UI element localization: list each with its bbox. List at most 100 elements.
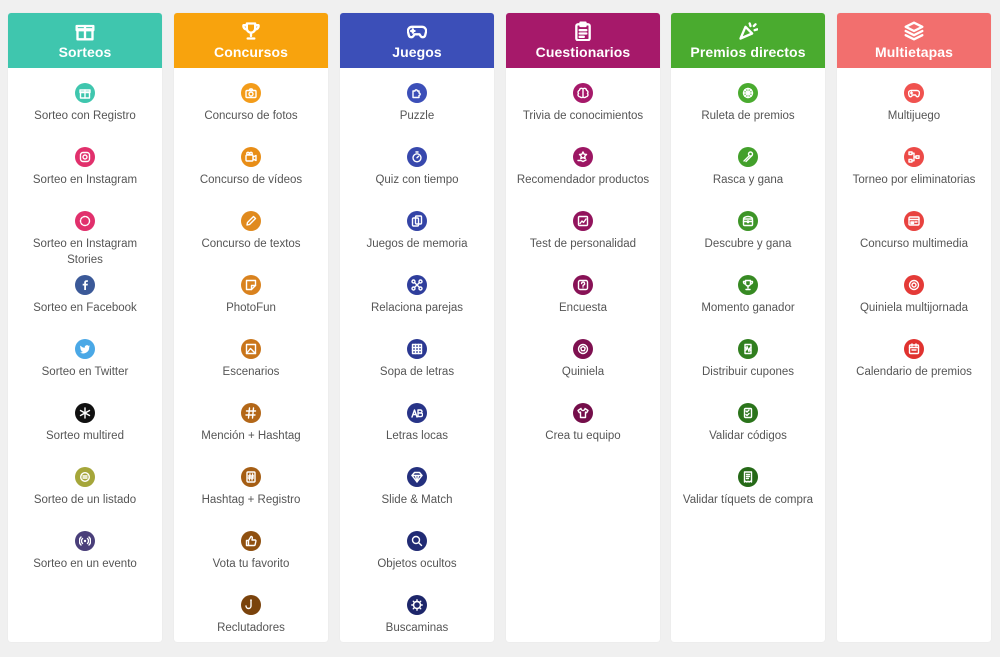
- column-header-premios-directos[interactable]: Premios directos: [671, 13, 825, 68]
- stopwatch-icon: [407, 147, 427, 167]
- list-icon: [75, 467, 95, 487]
- list-item[interactable]: Concurso de textos: [174, 211, 328, 252]
- list-item[interactable]: Escenarios: [174, 339, 328, 380]
- list-item[interactable]: Slide & Match: [340, 467, 494, 508]
- list-item[interactable]: Sorteo en Instagram: [8, 147, 162, 188]
- item-label: Quiz con tiempo: [375, 174, 459, 186]
- column-concursos: Concursos Concurso de fotos Concurso de ví…: [174, 13, 328, 642]
- item-label: Torneo por eliminatorias: [852, 174, 976, 186]
- item-label: Quiniela: [561, 366, 605, 378]
- list-item[interactable]: Quiniela: [506, 339, 660, 380]
- list-item[interactable]: Sorteo en Instagram Stories: [8, 211, 162, 268]
- column-sorteos: Sorteos Sorteo con Registro Sorteo en Inst…: [8, 13, 162, 642]
- item-label: Distribuir cupones: [701, 366, 795, 378]
- item-label: Trivia de conocimientos: [522, 110, 644, 122]
- item-label: Concurso multimedia: [859, 238, 968, 250]
- list-item[interactable]: Sorteo con Registro: [8, 83, 162, 124]
- item-label: Validar códigos: [709, 430, 787, 442]
- list-item[interactable]: Multijuego: [837, 83, 991, 124]
- star-hand-icon: [573, 147, 593, 167]
- grid-icon: [407, 339, 427, 359]
- list-item[interactable]: Sorteo en un evento: [8, 531, 162, 572]
- item-label: Objetos ocultos: [377, 558, 457, 570]
- mine-icon: [407, 595, 427, 615]
- column-header-juegos[interactable]: Juegos: [340, 13, 494, 68]
- list-item[interactable]: Ruleta de premios: [671, 83, 825, 124]
- item-label: Sorteo en un evento: [33, 558, 137, 570]
- list-item[interactable]: Torneo por eliminatorias: [837, 147, 991, 188]
- item-label: PhotoFun: [226, 302, 276, 314]
- list-item[interactable]: Recomendador productos: [506, 147, 660, 188]
- list-item[interactable]: Buscaminas: [340, 595, 494, 636]
- list-item[interactable]: Vota tu favorito: [174, 531, 328, 572]
- column-juegos: Juegos Puzzle Quiz con tiempo Juegos de mem…: [340, 13, 494, 642]
- camera-icon: [241, 83, 261, 103]
- item-label: Encuesta: [559, 302, 607, 314]
- list-item[interactable]: Sorteo de un listado: [8, 467, 162, 508]
- item-label: Multijuego: [887, 110, 941, 122]
- list-item[interactable]: Concurso multimedia: [837, 211, 991, 252]
- list-item[interactable]: Descubre y gana: [671, 211, 825, 252]
- list-item[interactable]: Validar códigos: [671, 403, 825, 444]
- scratch-icon: [738, 147, 758, 167]
- list-item[interactable]: Quiz con tiempo: [340, 147, 494, 188]
- item-label: Relaciona parejas: [370, 302, 464, 314]
- chest-icon: [738, 211, 758, 231]
- magnifier-icon: [407, 531, 427, 551]
- list-item[interactable]: Reclutadores: [174, 595, 328, 636]
- column-title: Juegos: [392, 44, 442, 60]
- item-label: Descubre y gana: [704, 238, 792, 250]
- list-item[interactable]: Sopa de letras: [340, 339, 494, 380]
- target-icon: [904, 275, 924, 295]
- item-label: Vota tu favorito: [212, 558, 290, 570]
- column-header-cuestionarios[interactable]: Cuestionarios: [506, 13, 660, 68]
- column-header-sorteos[interactable]: Sorteos: [8, 13, 162, 68]
- hashtag-icon: [241, 403, 261, 423]
- wheel-icon: [738, 83, 758, 103]
- column-title: Premios directos: [690, 44, 806, 60]
- list-item[interactable]: Calendario de premios: [837, 339, 991, 380]
- item-label: Crea tu equipo: [545, 430, 621, 442]
- list-item[interactable]: Sorteo en Twitter: [8, 339, 162, 380]
- list-item[interactable]: Concurso de vídeos: [174, 147, 328, 188]
- list-item[interactable]: Validar tíquets de compra: [671, 467, 825, 508]
- list-item[interactable]: Quiniela multijornada: [837, 275, 991, 316]
- network-icon: [75, 403, 95, 423]
- list-item[interactable]: PhotoFun: [174, 275, 328, 316]
- list-item[interactable]: Encuesta: [506, 275, 660, 316]
- gamepad-icon: [904, 83, 924, 103]
- chart-icon: [573, 211, 593, 231]
- list-item[interactable]: Crea tu equipo: [506, 403, 660, 444]
- column-header-concursos[interactable]: Concursos: [174, 13, 328, 68]
- list-item[interactable]: Relaciona parejas: [340, 275, 494, 316]
- list-item[interactable]: Hashtag + Registro: [174, 467, 328, 508]
- list-item[interactable]: Distribuir cupones: [671, 339, 825, 380]
- list-item[interactable]: Sorteo en Facebook: [8, 275, 162, 316]
- item-label: Sorteo multired: [46, 430, 124, 442]
- list-item[interactable]: Mención + Hashtag: [174, 403, 328, 444]
- column-title: Multietapas: [874, 44, 954, 60]
- column-header-multietapas[interactable]: Multietapas: [837, 13, 991, 68]
- list-item[interactable]: Sorteo multired: [8, 403, 162, 444]
- list-item[interactable]: Test de personalidad: [506, 211, 660, 252]
- item-label: Test de personalidad: [529, 238, 637, 250]
- list-item[interactable]: Objetos ocultos: [340, 531, 494, 572]
- broadcast-icon: [75, 531, 95, 551]
- item-label: Concurso de textos: [201, 238, 301, 250]
- list-item[interactable]: Trivia de conocimientos: [506, 83, 660, 124]
- list-item[interactable]: Concurso de fotos: [174, 83, 328, 124]
- gift-icon: [75, 24, 95, 41]
- list-item[interactable]: Letras locas: [340, 403, 494, 444]
- hook-icon: [241, 595, 261, 615]
- item-label: Sopa de letras: [379, 366, 455, 378]
- list-item[interactable]: Juegos de memoria: [340, 211, 494, 252]
- list-item[interactable]: Momento ganador: [671, 275, 825, 316]
- list-item[interactable]: Rasca y gana: [671, 147, 825, 188]
- diamond-icon: [407, 467, 427, 487]
- item-label: Buscaminas: [385, 622, 449, 634]
- list-item[interactable]: Puzzle: [340, 83, 494, 124]
- item-label: Calendario de premios: [856, 366, 972, 378]
- video-camera-icon: [241, 147, 261, 167]
- ball-icon: [573, 339, 593, 359]
- item-label: Mención + Hashtag: [201, 430, 301, 442]
